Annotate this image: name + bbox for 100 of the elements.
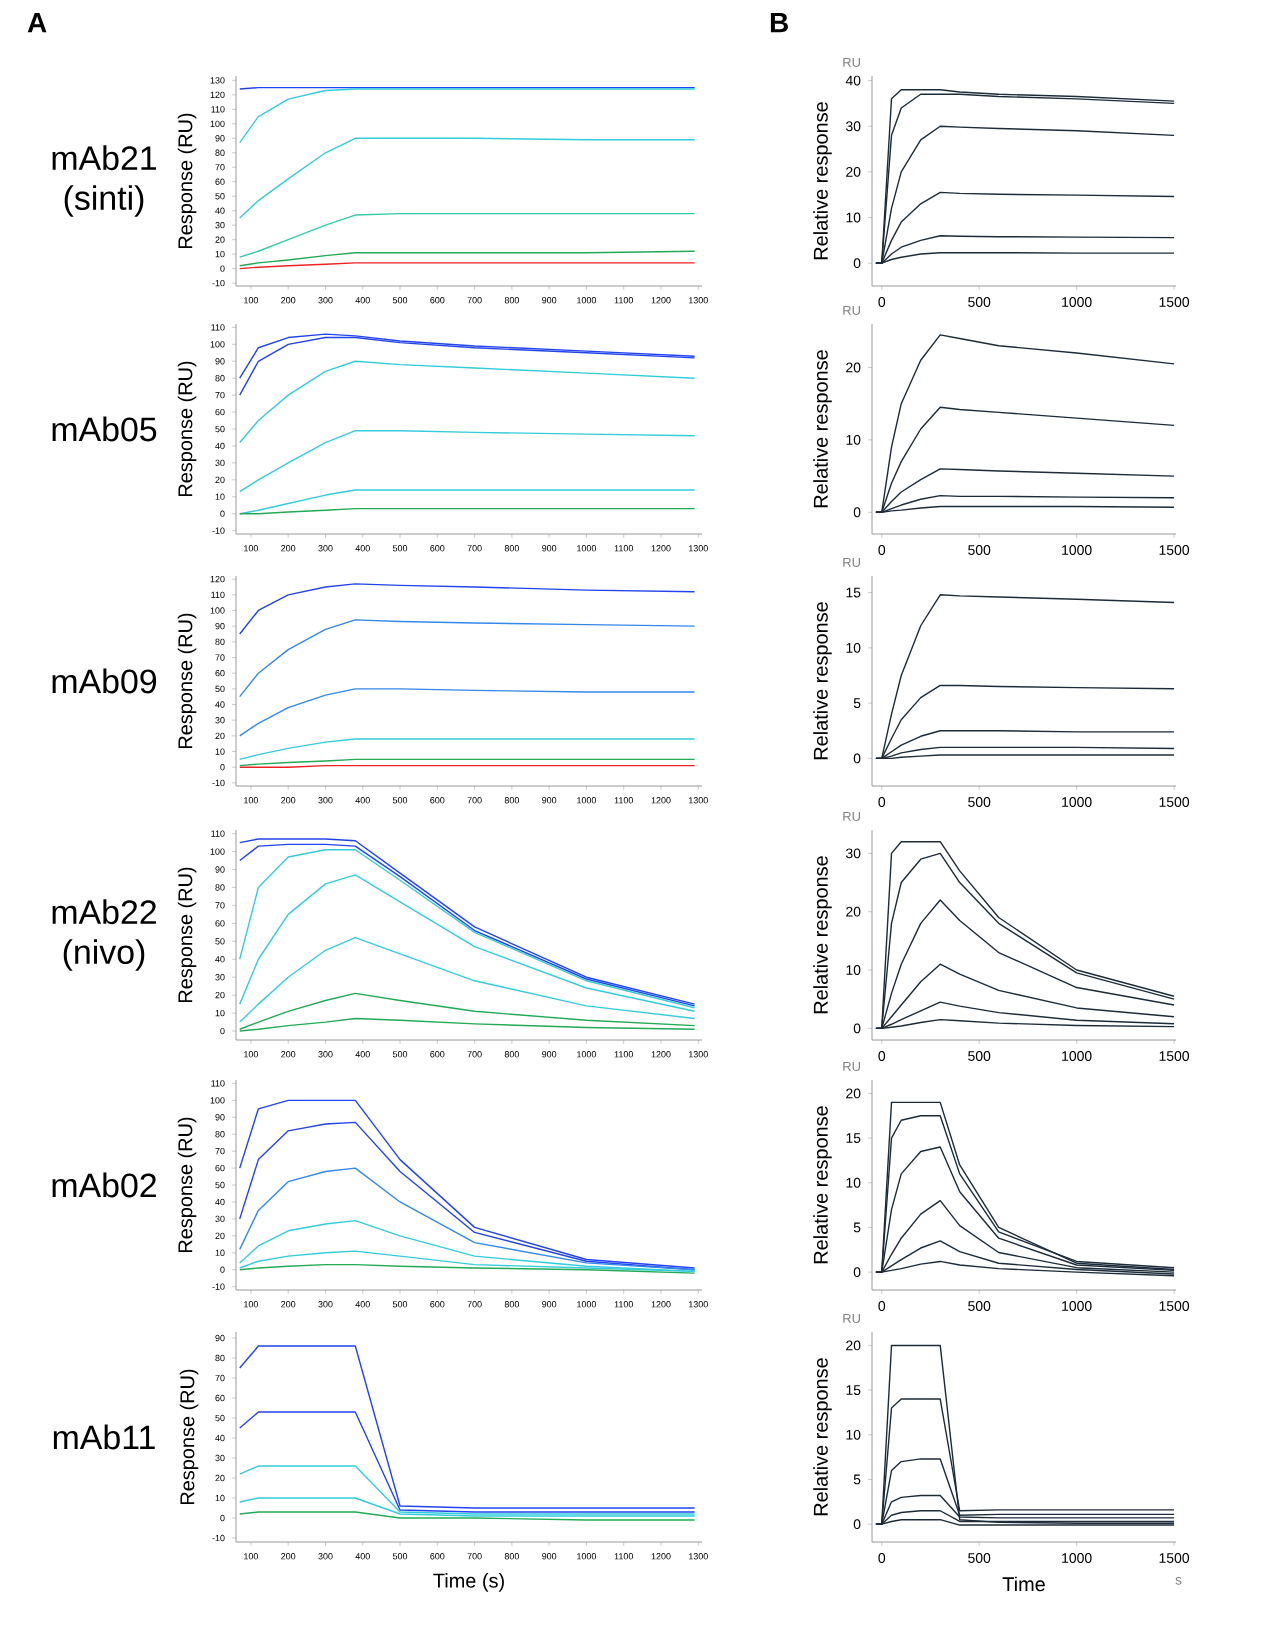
y-tick-label: 60 xyxy=(215,408,225,416)
x-tick-label: 0 xyxy=(878,1301,886,1311)
x-tick-label: 1500 xyxy=(1159,1553,1190,1563)
x-tick-label: 600 xyxy=(430,1301,445,1308)
text: mAb02 xyxy=(52,1172,156,1198)
x-tick-label: 600 xyxy=(430,297,445,304)
x-tick-label: 1500 xyxy=(1159,1051,1190,1061)
x-tick-label: 500 xyxy=(392,545,408,552)
x-tick-label: 800 xyxy=(504,297,519,304)
x-tick-label: 500 xyxy=(968,545,991,555)
y-tick-label: 120 xyxy=(210,575,225,583)
x-tick-label: 600 xyxy=(430,797,445,804)
x-tick-label: 800 xyxy=(504,1051,519,1058)
x-tick-label: 600 xyxy=(430,1553,445,1560)
y-tick-label: 15 xyxy=(846,1133,861,1143)
y-tick-label: 30 xyxy=(215,974,225,981)
x-tick-label: 1000 xyxy=(1062,545,1092,555)
x-axis-title: Time (s) xyxy=(433,1573,504,1592)
y-tick-label: 80 xyxy=(215,1131,225,1138)
x-tick-label: 1300 xyxy=(689,1301,708,1308)
x-tick-label: 200 xyxy=(281,1553,296,1560)
x-tick-label: 1000 xyxy=(577,797,597,804)
x-tick-label: 1100 xyxy=(614,1051,633,1058)
x-tick-label: 1200 xyxy=(651,545,671,552)
y-tick-label: 130 xyxy=(210,77,225,84)
y-tick-label: 10 xyxy=(846,1429,861,1440)
y-tick-label: -10 xyxy=(212,1283,225,1290)
y-tick-label: 80 xyxy=(215,638,225,646)
y-tick-label: 5 xyxy=(853,1474,861,1485)
y-tick-label: 100 xyxy=(210,341,225,348)
x-tick-label: 400 xyxy=(355,297,370,304)
x-tick-label: 0 xyxy=(878,797,886,807)
x-tick-label: 300 xyxy=(318,1301,333,1308)
y-tick-label: 80 xyxy=(215,149,225,156)
y-tick-label: 100 xyxy=(210,120,225,127)
x-tick-label: 1000 xyxy=(1062,297,1092,307)
x-tick-label: 1200 xyxy=(651,1301,671,1308)
y-tick-label: 0 xyxy=(853,753,861,764)
x-tick-label: 1200 xyxy=(651,1553,671,1560)
y-tick-label: 20 xyxy=(215,236,225,243)
y-tick-label: 80 xyxy=(215,884,225,891)
y-axis-title: Relative response xyxy=(813,1106,832,1264)
y-tick-label: 40 xyxy=(845,75,861,86)
y-tick-label: 20 xyxy=(846,166,861,177)
x-tick-label: 100 xyxy=(244,545,259,552)
y-tick-label: 90 xyxy=(215,623,225,630)
x-tick-label: 700 xyxy=(467,1051,482,1058)
y-tick-label: 10 xyxy=(215,493,225,500)
y-tick-label: 10 xyxy=(846,965,861,975)
y-tick-label: 70 xyxy=(215,1374,225,1382)
y-tick-label: 80 xyxy=(215,375,225,382)
x-tick-label: 1000 xyxy=(1062,1553,1092,1563)
x-tick-label: 400 xyxy=(355,1051,370,1058)
y-axis-title: Relative response xyxy=(813,602,832,760)
text: mAb09 xyxy=(52,668,157,694)
x-tick-label: 1300 xyxy=(689,1051,708,1058)
y-tick-label: 0 xyxy=(853,1519,861,1530)
y-axis-title: Response (RU) xyxy=(177,113,197,249)
chart-subtitle: B xyxy=(770,13,788,33)
y-tick-label: 40 xyxy=(215,1198,225,1206)
y-axis-title: Relative response xyxy=(813,856,832,1014)
text: RU xyxy=(843,1313,860,1323)
y-tick-label: 10 xyxy=(215,1009,225,1017)
y-tick-label: 40 xyxy=(215,1434,225,1442)
y-tick-label: 20 xyxy=(846,1088,861,1099)
y-tick-label: 120 xyxy=(210,91,225,99)
y-tick-label: 70 xyxy=(215,654,225,661)
x-tick-label: 300 xyxy=(318,1553,333,1560)
text: RU xyxy=(843,557,860,567)
y-tick-label: 30 xyxy=(215,222,225,229)
text: s xyxy=(1175,1577,1182,1585)
x-tick-label: 1100 xyxy=(614,797,633,804)
x-tick-label: 400 xyxy=(355,1301,370,1308)
x-tick-label: 500 xyxy=(392,297,408,304)
x-tick-label: 200 xyxy=(281,1051,296,1058)
y-tick-label: 0 xyxy=(220,265,225,272)
y-tick-label: -10 xyxy=(212,527,225,534)
y-axis-title: Response (RU) xyxy=(177,361,197,497)
y-tick-label: 50 xyxy=(215,193,225,200)
x-tick-label: 1300 xyxy=(689,297,708,304)
y-tick-label: 40 xyxy=(215,956,225,963)
x-tick-label: 1000 xyxy=(577,1553,597,1560)
x-tick-label: 800 xyxy=(504,545,519,552)
y-tick-label: 0 xyxy=(220,1027,225,1035)
x-tick-label: 1000 xyxy=(577,1301,597,1308)
x-tick-label: 600 xyxy=(430,545,445,552)
y-tick-label: 40 xyxy=(215,207,225,214)
y-tick-label: 10 xyxy=(846,642,861,653)
x-tick-label: 300 xyxy=(318,545,333,552)
y-tick-label: 30 xyxy=(845,121,861,132)
y-tick-label: 80 xyxy=(215,1354,225,1362)
y-tick-label: 30 xyxy=(215,717,225,724)
x-tick-label: 1000 xyxy=(1062,1051,1092,1061)
y-tick-label: 20 xyxy=(215,1474,225,1482)
text: RU xyxy=(843,305,860,315)
y-tick-label: 0 xyxy=(853,1267,861,1278)
y-tick-label: 20 xyxy=(215,476,225,483)
x-tick-label: 900 xyxy=(542,1301,557,1308)
x-tick-label: 0 xyxy=(878,297,886,307)
x-tick-label: 300 xyxy=(318,297,333,304)
